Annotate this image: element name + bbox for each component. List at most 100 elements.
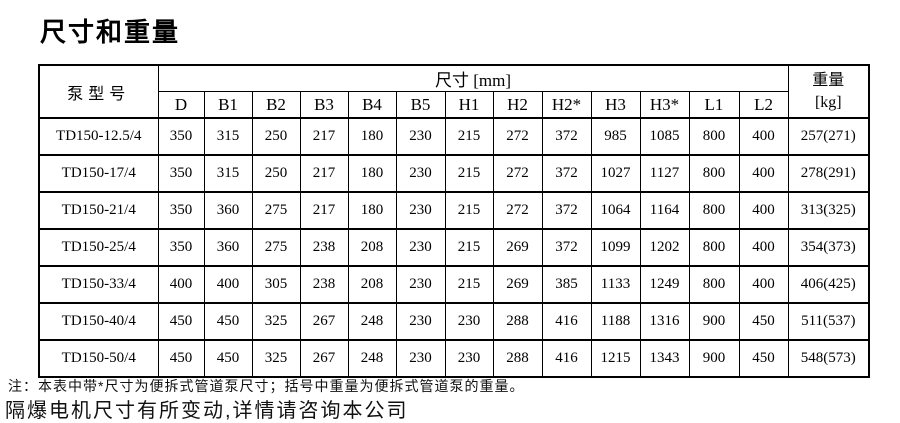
dimension-cell: 272	[492, 154, 543, 193]
dimension-cell: 230	[395, 302, 446, 341]
dimension-cell: 250	[251, 154, 301, 193]
dimension-cell: 267	[299, 302, 349, 341]
table-body: TD150-12.5/4 350 315 250 217 180 230 215 272 372 9…	[38, 117, 870, 378]
dimension-cell: 800	[688, 117, 740, 156]
column-header: L1	[688, 91, 740, 119]
pump-model-cell: TD150-50/4	[38, 339, 159, 378]
weight-cell: 313(325)	[787, 191, 870, 230]
table-row: TD150-40/4 450 450 325 267 248 230 230 288 416 118…	[38, 302, 870, 341]
dimension-cell: 305	[251, 265, 301, 304]
weight-header: 重量 [kg]	[787, 64, 870, 119]
dimension-cell: 315	[203, 154, 253, 193]
dimension-cell: 230	[395, 117, 446, 156]
dimension-cell: 350	[157, 117, 205, 156]
dimension-cell: 230	[395, 228, 446, 267]
column-header: D	[157, 91, 205, 119]
pump-model-cell: TD150-17/4	[38, 154, 159, 193]
pump-model-cell: TD150-40/4	[38, 302, 159, 341]
dimension-cell: 1202	[639, 228, 690, 267]
table-row: TD150-17/4 350 315 250 217 180 230 215 272 372 102…	[38, 154, 870, 193]
dimension-cell: 230	[444, 339, 494, 378]
dimension-cell: 269	[492, 265, 543, 304]
dimension-cell: 288	[492, 339, 543, 378]
table-header: 泵型号 尺寸 [mm] 重量 [kg] D B1 B2 B3 B4 B5 H1 …	[38, 64, 870, 119]
dimension-cell: 800	[688, 191, 740, 230]
dimension-cell: 230	[395, 191, 446, 230]
header-group-row: 泵型号 尺寸 [mm] 重量 [kg]	[38, 64, 870, 119]
weight-cell: 354(373)	[787, 228, 870, 267]
dimensions-group-header: 尺寸 [mm]	[157, 64, 789, 92]
dimension-cell: 272	[492, 117, 543, 156]
column-header: H2	[492, 91, 543, 119]
column-header: B1	[203, 91, 253, 119]
weight-cell: 257(271)	[787, 117, 870, 156]
table-row: TD150-33/4 400 400 305 238 208 230 215 269 385 113…	[38, 265, 870, 304]
dimension-cell: 1027	[590, 154, 641, 193]
dimension-cell: 275	[251, 228, 301, 267]
dimension-cell: 800	[688, 265, 740, 304]
pump-model-cell: TD150-12.5/4	[38, 117, 159, 156]
dimensions-weight-table: 泵型号 尺寸 [mm] 重量 [kg] D B1 B2 B3 B4 B5 H1 …	[38, 64, 871, 378]
dimension-cell: 1215	[590, 339, 641, 378]
dimension-cell: 215	[444, 228, 494, 267]
dimension-cell: 1085	[639, 117, 690, 156]
dimension-cell: 230	[395, 339, 446, 378]
footnote-asterisk: 注：本表中带*尺寸为便拆式管道泵尺寸；括号中重量为便拆式管道泵的重量。	[8, 378, 525, 394]
dimension-cell: 900	[688, 339, 740, 378]
weight-cell: 511(537)	[787, 302, 870, 341]
dimension-cell: 315	[203, 117, 253, 156]
pump-model-header: 泵型号	[38, 64, 159, 119]
dimension-cell: 288	[492, 302, 543, 341]
dimension-cell: 215	[444, 117, 494, 156]
footnote-motor: 隔爆电机尺寸有所变动,详情请咨询本公司	[5, 400, 409, 422]
dimension-cell: 230	[395, 265, 446, 304]
dimension-cell: 1164	[639, 191, 690, 230]
dimension-cell: 248	[347, 302, 397, 341]
dimension-cell: 350	[157, 154, 205, 193]
dimension-cell: 360	[203, 191, 253, 230]
column-header: B2	[251, 91, 301, 119]
weight-header-line2: [kg]	[814, 93, 842, 111]
dimension-cell: 1099	[590, 228, 641, 267]
dimension-cell: 416	[541, 302, 592, 341]
dimension-cell: 1133	[590, 265, 641, 304]
dimension-cell: 250	[251, 117, 301, 156]
dimension-cell: 215	[444, 154, 494, 193]
dimension-cell: 217	[299, 154, 349, 193]
dimension-cell: 180	[347, 154, 397, 193]
dimension-cell: 180	[347, 191, 397, 230]
dimension-cell: 416	[541, 339, 592, 378]
column-header: H3*	[639, 91, 690, 119]
page-title: 尺寸和重量	[40, 17, 181, 47]
dimension-cell: 372	[541, 117, 592, 156]
column-header: L2	[738, 91, 789, 119]
dimension-cell: 450	[203, 302, 253, 341]
dimension-cell: 400	[738, 191, 789, 230]
pump-model-cell: TD150-21/4	[38, 191, 159, 230]
dimension-cell: 900	[688, 302, 740, 341]
dimension-cell: 385	[541, 265, 592, 304]
dimension-cell: 1249	[639, 265, 690, 304]
dimension-cell: 450	[738, 302, 789, 341]
table-row: TD150-25/4 350 360 275 238 208 230 215 269 372 109…	[38, 228, 870, 267]
dimension-cell: 400	[738, 228, 789, 267]
dimension-cell: 230	[395, 154, 446, 193]
dimension-cell: 360	[203, 228, 253, 267]
dimension-cell: 450	[738, 339, 789, 378]
dimension-cell: 400	[203, 265, 253, 304]
table-row: TD150-12.5/4 350 315 250 217 180 230 215 272 372 9…	[38, 117, 870, 156]
header-sub-row: D B1 B2 B3 B4 B5 H1 H2 H2* H3 H3* L1 L2	[39, 91, 869, 119]
dimension-cell: 800	[688, 228, 740, 267]
dimension-cell: 400	[738, 265, 789, 304]
weight-cell: 406(425)	[787, 265, 870, 304]
dimension-cell: 450	[203, 339, 253, 378]
column-header: H3	[590, 91, 641, 119]
dimension-cell: 800	[688, 154, 740, 193]
dimension-cell: 350	[157, 228, 205, 267]
dimension-cell: 1064	[590, 191, 641, 230]
dimension-cell: 208	[347, 265, 397, 304]
dimension-cell: 400	[738, 154, 789, 193]
dimension-cell: 400	[738, 117, 789, 156]
column-header: B5	[395, 91, 446, 119]
dimension-cell: 269	[492, 228, 543, 267]
